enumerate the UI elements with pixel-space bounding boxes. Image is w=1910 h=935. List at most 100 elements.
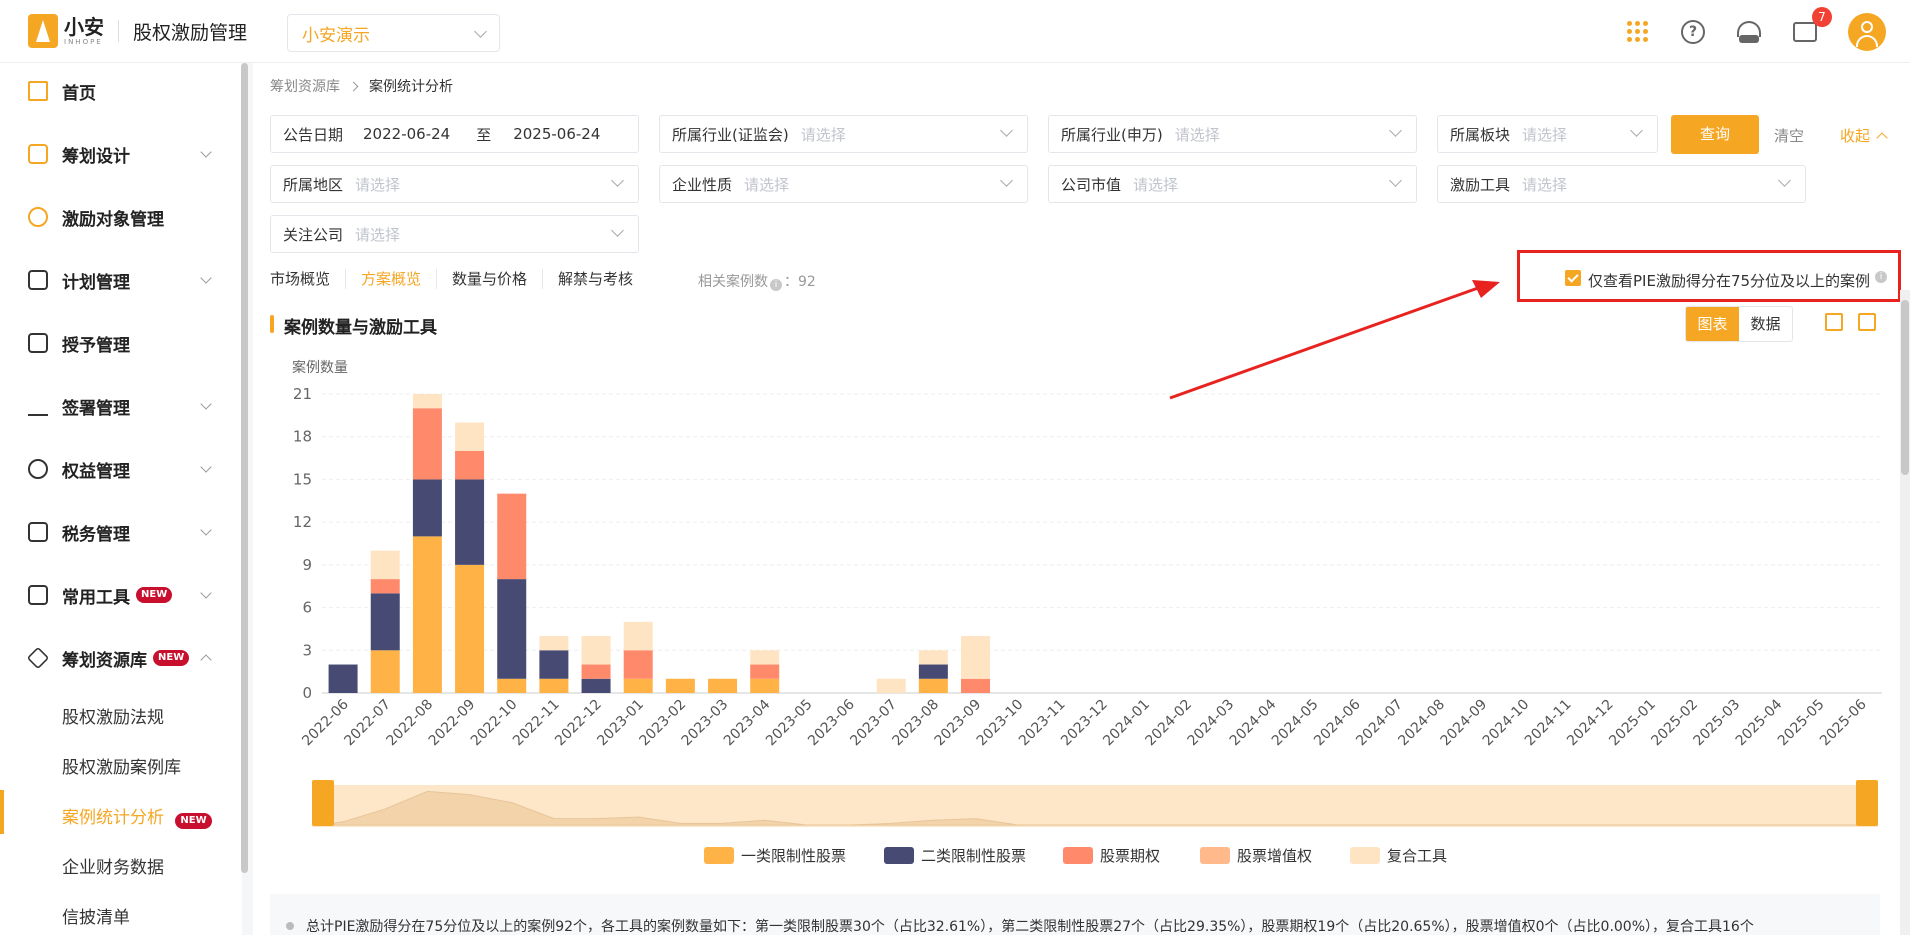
bar-segment xyxy=(708,678,738,693)
sidebar-item-plans[interactable]: 计划管理 xyxy=(0,255,240,305)
info-icon[interactable]: i xyxy=(1875,271,1887,283)
main-scroll-track xyxy=(1900,290,1910,935)
tab-market-overview[interactable]: 市场概览 xyxy=(270,270,331,288)
legend-swatch xyxy=(884,847,914,864)
logo-divider xyxy=(118,20,119,42)
legend-label: 股票期权 xyxy=(1100,847,1160,865)
zoom-handle-left xyxy=(312,780,334,826)
sidebar-item-resources[interactable]: 筹划资源库 NEW xyxy=(0,633,240,683)
sidebar-item-home[interactable]: 首页 xyxy=(0,66,240,116)
pie-filter-checkbox[interactable] xyxy=(1565,270,1581,286)
tab-plan-overview[interactable]: 方案概览 xyxy=(345,269,436,289)
view-toggle: 图表 数据 xyxy=(1685,306,1793,342)
signature-icon xyxy=(28,396,48,416)
tab-unlock-assessment[interactable]: 解禁与考核 xyxy=(542,269,648,289)
industry-csrc-select[interactable]: 所属行业(证监会) 请选择 xyxy=(659,115,1028,153)
follow-company-select[interactable]: 关注公司 请选择 xyxy=(270,215,639,253)
customer-service-icon[interactable] xyxy=(1736,19,1762,45)
annotation-arrow-line xyxy=(1169,286,1479,400)
legend-label: 股票增值权 xyxy=(1237,847,1312,865)
sidebar-item-equity[interactable]: 权益管理 xyxy=(0,444,240,494)
bar-segment xyxy=(581,636,611,665)
sidebar-item-signing[interactable]: 签署管理 xyxy=(0,381,240,431)
bar-segment xyxy=(665,678,695,693)
bar-segment xyxy=(412,394,442,409)
bar-segment xyxy=(370,579,400,594)
bar-segment xyxy=(539,636,569,651)
tab-quantity-price[interactable]: 数量与价格 xyxy=(436,269,542,289)
bar-segment xyxy=(455,564,485,693)
sidebar-item-planning[interactable]: 筹划设计 xyxy=(0,129,240,179)
y-tick-label: 9 xyxy=(302,556,312,574)
sidebar-sub-financial[interactable]: 企业财务数据 xyxy=(62,858,164,878)
sidebar-sub-disclosure[interactable]: 信披清单 xyxy=(62,908,130,928)
sidebar-sub-case-library[interactable]: 股权激励案例库 xyxy=(62,758,181,778)
avatar[interactable] xyxy=(1848,12,1886,51)
home-icon xyxy=(28,81,48,101)
zoom-slider-preview xyxy=(321,790,1878,826)
sidebar: 首页 筹划设计 激励对象管理 计划管理 授予管理 签署管理 权益管理 税务管理 … xyxy=(0,63,242,935)
bar-segment xyxy=(497,579,527,679)
bar-segment xyxy=(961,678,991,693)
y-tick-label: 0 xyxy=(302,684,312,702)
breadcrumb-current: 案例统计分析 xyxy=(369,79,453,95)
sidebar-sub-case-stats[interactable]: 案例统计分析 NEW xyxy=(62,803,212,829)
bar-segment xyxy=(623,621,653,651)
zoom-handle-right xyxy=(1856,780,1878,826)
bar-segment xyxy=(412,479,442,537)
logo-name: 小安 xyxy=(64,15,104,39)
bar-segment xyxy=(961,636,991,679)
legend-swatch xyxy=(1063,847,1093,864)
region-select[interactable]: 所属地区 请选择 xyxy=(270,165,639,203)
apps-grid-icon[interactable] xyxy=(1624,19,1650,45)
sidebar-item-participants[interactable]: 激励对象管理 xyxy=(0,192,240,242)
users-icon xyxy=(28,207,48,227)
query-button[interactable]: 查询 xyxy=(1671,115,1759,154)
sidebar-sub-regulations[interactable]: 股权激励法规 xyxy=(62,708,164,728)
market-cap-select[interactable]: 公司市值 请选择 xyxy=(1048,165,1417,203)
pie-filter-label[interactable]: 仅查看PIE激励得分在75分位及以上的案例 xyxy=(1588,272,1871,290)
chart-view-button[interactable]: 图表 xyxy=(1686,307,1739,341)
sidebar-scrollbar[interactable] xyxy=(240,63,249,875)
bar-segment xyxy=(497,493,527,580)
case-count-value: 92 xyxy=(798,274,816,290)
x-tick-label: 2025-06 xyxy=(1817,696,1870,749)
bar-segment xyxy=(623,678,653,693)
y-tick-label: 12 xyxy=(293,513,312,531)
industry-sw-select[interactable]: 所属行业(申万) 请选择 xyxy=(1048,115,1417,153)
tenant-select[interactable]: 小安演示 xyxy=(287,14,500,52)
board-select[interactable]: 所属板块 请选择 xyxy=(1437,115,1658,153)
message-icon[interactable]: 7 xyxy=(1792,6,1832,45)
main-scrollbar[interactable] xyxy=(1901,300,1909,475)
view-tabs: 市场概览 方案概览 数量与价格 解禁与考核 xyxy=(270,269,648,289)
sidebar-item-tools[interactable]: 常用工具 NEW xyxy=(0,570,240,620)
help-icon[interactable]: ? xyxy=(1680,19,1706,45)
tool-select[interactable]: 激励工具 请选择 xyxy=(1437,165,1806,203)
bar-segment xyxy=(581,664,611,679)
date-to[interactable]: 2025-06-24 xyxy=(513,125,601,143)
toolbox-icon xyxy=(28,585,48,605)
y-axis-label: 案例数量 xyxy=(292,359,348,376)
export-image-icon[interactable] xyxy=(1858,313,1876,331)
date-from[interactable]: 2022-06-24 xyxy=(363,125,451,143)
sidebar-item-grants[interactable]: 授予管理 xyxy=(0,318,240,368)
legend-label: 二类限制性股票 xyxy=(921,847,1026,865)
equity-icon xyxy=(28,459,48,479)
message-badge: 7 xyxy=(1812,6,1832,27)
y-tick-label: 21 xyxy=(293,385,312,403)
sidebar-item-tax[interactable]: 税务管理 xyxy=(0,507,240,557)
logo[interactable]: 小安 INHOPE 股权激励管理 xyxy=(28,14,247,48)
collapse-button[interactable]: 收起 xyxy=(1840,125,1888,146)
tax-icon xyxy=(28,522,48,542)
date-range-picker[interactable]: 公告日期 2022-06-24 至 2025-06-24 xyxy=(270,115,639,153)
y-tick-label: 15 xyxy=(293,470,312,488)
nature-select[interactable]: 企业性质 请选择 xyxy=(659,165,1028,203)
y-tick-label: 6 xyxy=(302,599,312,617)
clear-button[interactable]: 清空 xyxy=(1774,127,1805,145)
data-view-button[interactable]: 数据 xyxy=(1750,315,1781,333)
breadcrumb-parent[interactable]: 筹划资源库 xyxy=(270,79,340,95)
export-excel-icon[interactable] xyxy=(1825,313,1843,331)
bar-segment xyxy=(539,678,569,693)
info-icon[interactable]: i xyxy=(770,279,782,291)
new-badge: NEW xyxy=(153,650,190,666)
